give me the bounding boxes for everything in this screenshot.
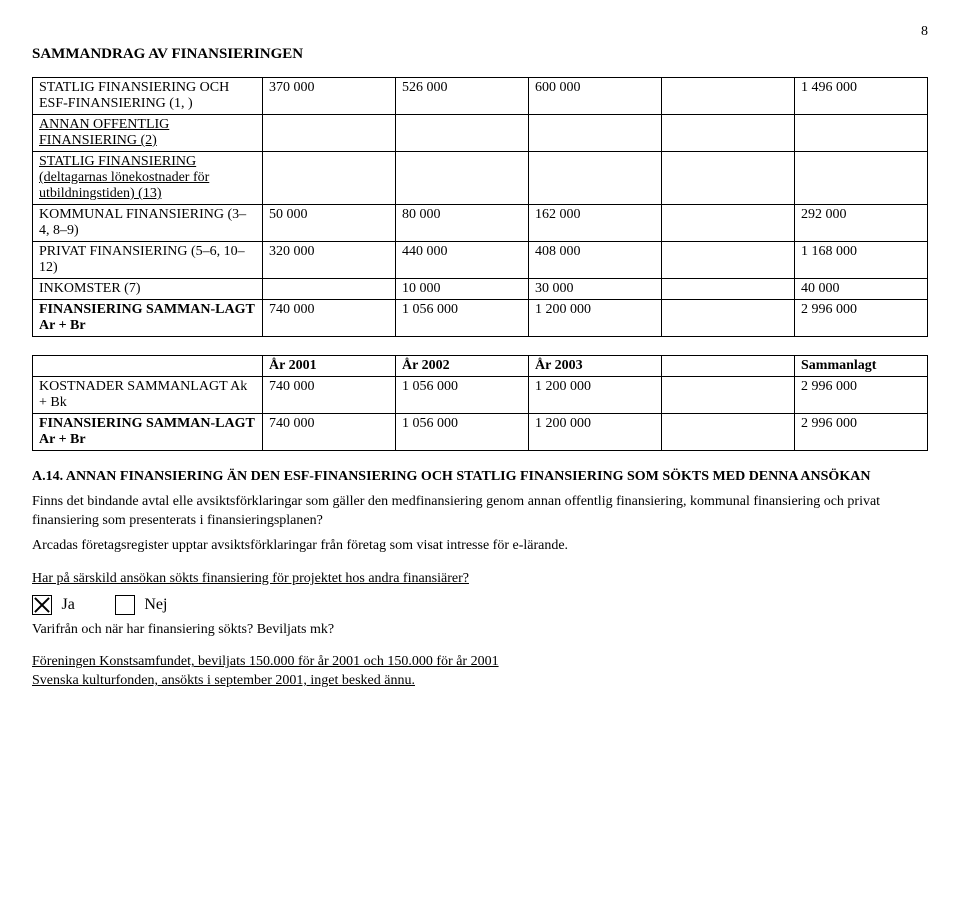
row-value: 440 000 (396, 242, 529, 279)
checkbox-yes-label: Ja (62, 596, 75, 613)
table-row: PRIVAT FINANSIERING (5–6, 10–12)320 0004… (33, 242, 928, 279)
table-row: STATLIG FINANSIERING (deltagarnas löneko… (33, 152, 928, 205)
row-value (662, 300, 795, 337)
row-value: 2 996 000 (795, 300, 928, 337)
row-label: PRIVAT FINANSIERING (5–6, 10–12) (33, 242, 263, 279)
row-value (662, 242, 795, 279)
row-value: 162 000 (529, 205, 662, 242)
row-value: 740 000 (263, 300, 396, 337)
table-row: INKOMSTER (7) 10 00030 000 40 000 (33, 279, 928, 300)
row-value (529, 152, 662, 205)
table-row: STATLIG FINANSIERING OCH ESF-FINANSIERIN… (33, 78, 928, 115)
row-value: 370 000 (263, 78, 396, 115)
row-value (263, 152, 396, 205)
row-value: 2 996 000 (795, 377, 928, 414)
row-value: 80 000 (396, 205, 529, 242)
checkbox-no-label: Nej (144, 596, 167, 613)
row-value: 40 000 (795, 279, 928, 300)
row-value (396, 152, 529, 205)
row-value (662, 377, 795, 414)
financing-summary-table: STATLIG FINANSIERING OCH ESF-FINANSIERIN… (32, 77, 928, 337)
table-row: KOSTNADER SAMMANLAGT Ak + Bk740 0001 056… (33, 377, 928, 414)
row-value: 600 000 (529, 78, 662, 115)
column-header: År 2001 (263, 356, 396, 377)
row-value (529, 115, 662, 152)
column-header (33, 356, 263, 377)
row-label: STATLIG FINANSIERING (deltagarnas löneko… (33, 152, 263, 205)
row-label: FINANSIERING SAMMAN-LAGT Ar + Br (33, 414, 263, 451)
row-value: 1 056 000 (396, 414, 529, 451)
row-value (662, 414, 795, 451)
row-label: FINANSIERING SAMMAN-LAGT Ar + Br (33, 300, 263, 337)
table-row: KOMMUNAL FINANSIERING (3–4, 8–9)50 00080… (33, 205, 928, 242)
followup-question: Varifrån och när har finansiering sökts?… (32, 621, 928, 640)
checkbox-row: Ja Nej (32, 595, 928, 615)
column-header: Sammanlagt (795, 356, 928, 377)
checkbox-no[interactable] (115, 595, 135, 615)
table-row: FINANSIERING SAMMAN-LAGT Ar + Br740 0001… (33, 414, 928, 451)
table-row: ANNAN OFFENTLIG FINANSIERING (2) (33, 115, 928, 152)
row-value: 408 000 (529, 242, 662, 279)
column-header: År 2003 (529, 356, 662, 377)
row-value: 2 996 000 (795, 414, 928, 451)
result-line-1: Föreningen Konstsamfundet, beviljats 150… (32, 654, 499, 669)
arcadas-paragraph: Arcadas företagsregister upptar avsiktsf… (32, 537, 928, 556)
result-line-2: Svenska kulturfonden, ansökts i septembe… (32, 673, 415, 688)
section-a14-title: A.14. ANNAN FINANSIERING ÄN DEN ESF-FINA… (32, 469, 928, 485)
page-number: 8 (32, 24, 928, 40)
row-value: 740 000 (263, 414, 396, 451)
checkbox-yes[interactable] (32, 595, 52, 615)
row-value: 740 000 (263, 377, 396, 414)
row-value (795, 152, 928, 205)
row-value: 50 000 (263, 205, 396, 242)
row-value: 320 000 (263, 242, 396, 279)
year-summary-table: År 2001År 2002År 2003 Sammanlagt KOSTNADE… (32, 355, 928, 451)
main-title: SAMMANDRAG AV FINANSIERINGEN (32, 46, 928, 63)
table-row: FINANSIERING SAMMAN-LAGT Ar + Br740 0001… (33, 300, 928, 337)
row-value (263, 115, 396, 152)
row-value: 1 056 000 (396, 377, 529, 414)
row-value: 30 000 (529, 279, 662, 300)
row-value: 1 200 000 (529, 300, 662, 337)
row-value (662, 205, 795, 242)
row-value: 1 056 000 (396, 300, 529, 337)
row-value: 1 168 000 (795, 242, 928, 279)
row-value: 1 200 000 (529, 377, 662, 414)
other-financing-question: Har på särskild ansökan sökts finansieri… (32, 570, 928, 589)
row-label: KOMMUNAL FINANSIERING (3–4, 8–9) (33, 205, 263, 242)
row-value (396, 115, 529, 152)
column-header (662, 356, 795, 377)
row-label: STATLIG FINANSIERING OCH ESF-FINANSIERIN… (33, 78, 263, 115)
row-label: ANNAN OFFENTLIG FINANSIERING (2) (33, 115, 263, 152)
row-value (263, 279, 396, 300)
row-value (662, 115, 795, 152)
row-value (662, 279, 795, 300)
row-value (795, 115, 928, 152)
checkbox-yes-wrap[interactable]: Ja (32, 595, 75, 615)
row-value (662, 152, 795, 205)
agreements-question: Finns det bindande avtal elle avsiktsför… (32, 493, 928, 531)
row-value: 1 200 000 (529, 414, 662, 451)
row-value: 10 000 (396, 279, 529, 300)
row-value: 292 000 (795, 205, 928, 242)
row-value: 1 496 000 (795, 78, 928, 115)
row-label: INKOMSTER (7) (33, 279, 263, 300)
row-value: 526 000 (396, 78, 529, 115)
row-label: KOSTNADER SAMMANLAGT Ak + Bk (33, 377, 263, 414)
row-value (662, 78, 795, 115)
checkbox-no-wrap[interactable]: Nej (115, 595, 168, 615)
column-header: År 2002 (396, 356, 529, 377)
